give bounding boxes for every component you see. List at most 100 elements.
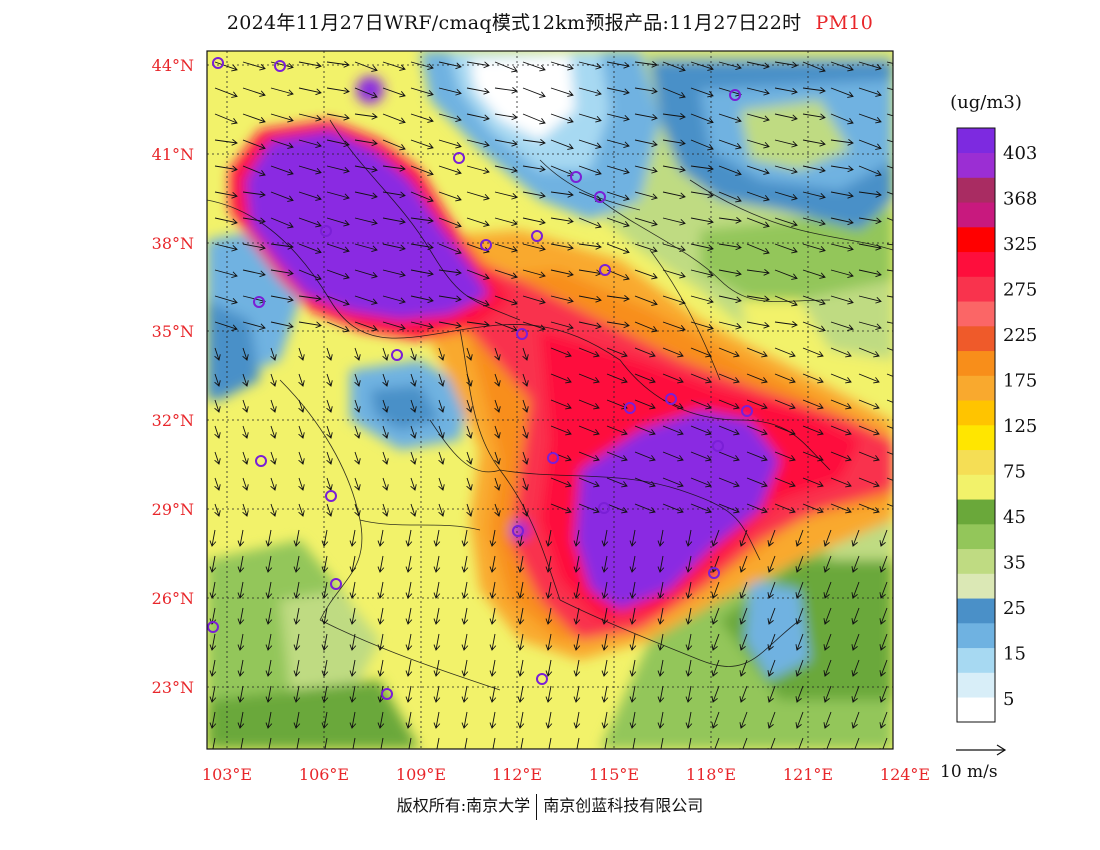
wind-vector (405, 555, 413, 573)
wind-vector (634, 87, 658, 95)
wind-vector (382, 61, 406, 71)
wind-vector (265, 633, 273, 651)
city-marker (570, 171, 582, 183)
wind-vector (601, 633, 609, 651)
legend-label: 45 (1003, 507, 1026, 528)
legend-swatch (957, 350, 995, 376)
city-marker (212, 57, 224, 69)
wind-vector (354, 113, 378, 120)
wind-vector (802, 425, 824, 436)
wind-vector (802, 347, 824, 358)
wind-vector (298, 321, 322, 329)
wind-vector (774, 61, 798, 69)
wind-vector (711, 737, 720, 749)
wind-vector (522, 113, 546, 125)
wind-vector (690, 269, 714, 278)
wind-vector (410, 87, 434, 97)
wind-vector (466, 373, 473, 387)
wind-vector (718, 243, 742, 251)
legend-swatch (957, 177, 995, 203)
wind-vector (489, 607, 497, 625)
wind-vector (662, 217, 686, 226)
wind-vector (662, 477, 684, 488)
wind-vector (823, 659, 832, 677)
wind-vector (578, 243, 602, 250)
wind-vector (382, 191, 406, 199)
wind-vector (739, 529, 748, 547)
wind-vector (690, 61, 714, 71)
wind-vector (550, 61, 574, 71)
lat-label-32: 32°N (152, 411, 194, 430)
wind-vector (718, 295, 742, 304)
wind-vector (830, 191, 854, 199)
lat-label-35: 35°N (152, 322, 194, 341)
wind-vector (349, 685, 357, 703)
wind-vector (629, 581, 637, 599)
wind-vector (242, 165, 266, 177)
wind-vector (270, 321, 294, 330)
wind-vector (466, 165, 490, 175)
wind-vector (746, 269, 770, 276)
wind-vector (739, 711, 748, 729)
wind-vector (550, 321, 574, 331)
wind-vector (767, 607, 776, 625)
wind-vector (858, 139, 882, 150)
wind-vector (886, 243, 893, 246)
wind-vector (321, 659, 329, 677)
legend-label: 175 (1003, 371, 1037, 392)
wind-vector (886, 61, 893, 64)
wind-vector (270, 243, 294, 250)
wind-vector (214, 321, 238, 331)
wind-vector (879, 607, 888, 625)
wind-vector (879, 555, 888, 573)
wind-vector (321, 685, 329, 703)
wind-vector (270, 347, 277, 361)
wind-vector (298, 373, 305, 387)
city-marker (547, 452, 559, 464)
wind-vector (522, 217, 546, 226)
legend-swatch (957, 227, 995, 253)
wind-vector (438, 139, 462, 149)
wind-vector (410, 399, 417, 413)
wind-vector (573, 659, 581, 677)
wind-vector (354, 165, 378, 173)
wind-vector (326, 191, 350, 201)
legend-frame (956, 127, 996, 723)
wind-vector (494, 295, 518, 306)
city-marker (741, 405, 753, 417)
wind-vector (746, 87, 770, 96)
wind-vector (662, 139, 686, 147)
wind-vector (739, 581, 748, 599)
wind-vector (438, 243, 462, 255)
wind-vector (522, 373, 529, 387)
wind-vector (298, 295, 322, 302)
wind-vector (298, 87, 322, 96)
wind-vector (214, 347, 221, 361)
wind-vector (573, 633, 581, 651)
wind-vector (578, 217, 602, 229)
wind-vector (606, 61, 630, 69)
city-marker (325, 490, 337, 502)
wind-vector (739, 633, 748, 651)
city-marker (598, 502, 610, 514)
wind-vector (830, 139, 854, 146)
wind-vector (410, 503, 417, 517)
map-title: 2024年11月27日WRF/cmaq模式12km预报产品:11月27日22时 P… (0, 8, 1100, 35)
lon-label-112: 112°E (492, 765, 542, 784)
wind-vector (606, 243, 630, 254)
wind-vector (214, 87, 238, 98)
city-marker (712, 440, 724, 452)
wind-vector (634, 191, 658, 201)
wind-vector (382, 217, 406, 225)
wind-vector (461, 659, 469, 677)
wind-vector (433, 555, 441, 573)
wind-vector (410, 321, 434, 330)
wind-vector (214, 191, 238, 199)
city-marker (274, 60, 286, 72)
wind-vector (242, 217, 266, 225)
wind-vector (265, 685, 273, 703)
wind-vector (466, 61, 490, 69)
wind-vector (629, 737, 636, 749)
wind-vector (433, 633, 441, 651)
wind-vector (858, 217, 882, 225)
